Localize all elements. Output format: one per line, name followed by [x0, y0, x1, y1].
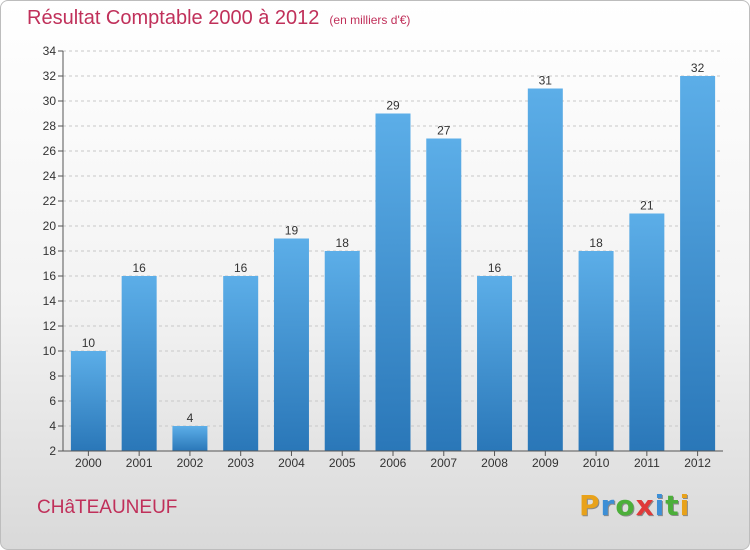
logo-letter: i: [679, 489, 691, 522]
y-tick-label: 24: [43, 169, 57, 183]
chart-title: Résultat Comptable 2000 à 2012 (en millie…: [27, 7, 410, 30]
x-tick-label: 2002: [177, 456, 204, 470]
axes: [58, 50, 723, 456]
logo-letter: x: [635, 489, 655, 522]
x-tick-label: 2009: [532, 456, 559, 470]
bar-value-label: 18: [589, 236, 603, 250]
x-tick-label: 2011: [634, 456, 660, 470]
y-tick-label: 22: [43, 194, 57, 208]
bar-value-label: 29: [386, 99, 400, 113]
y-tick-label: 4: [49, 419, 56, 433]
bar-value-label: 10: [82, 336, 96, 350]
y-tick-label: 8: [49, 369, 56, 383]
x-tick-label: 2012: [684, 456, 711, 470]
y-tick-label: 16: [43, 269, 57, 283]
bar-2002: [172, 426, 208, 451]
x-tick-label: 2003: [227, 456, 254, 470]
x-tick-label: 2010: [583, 456, 610, 470]
bars: [70, 76, 716, 451]
proxiti-logo: Proxiti: [579, 489, 690, 522]
y-tick-label: 2: [49, 444, 56, 458]
logo-letter: i: [654, 489, 666, 522]
y-tick-label: 34: [43, 44, 57, 58]
bar-2007: [426, 138, 462, 451]
bar-2006: [375, 113, 411, 451]
bar-2003: [223, 276, 259, 451]
y-tick-label: 30: [43, 94, 57, 108]
bar-2011: [629, 213, 665, 451]
x-tick-label: 2000: [75, 456, 102, 470]
location-name: CHâTEAUNEUF: [37, 497, 178, 518]
bar-2001: [121, 276, 157, 451]
bar-2008: [477, 276, 513, 451]
y-tick-label: 26: [43, 144, 57, 158]
x-tick-label: 2008: [481, 456, 508, 470]
bar-value-label: 16: [234, 261, 248, 275]
y-tick-label: 12: [43, 319, 57, 333]
chart-subtitle: (en milliers d'€): [329, 13, 411, 27]
logo-letter: t: [665, 489, 680, 522]
bar-value-label: 16: [132, 261, 146, 275]
bar-2005: [324, 251, 360, 451]
x-tick-label: 2001: [126, 456, 153, 470]
x-tick-label: 2005: [329, 456, 356, 470]
y-tick-label: 10: [43, 344, 57, 358]
bar-value-label: 31: [539, 74, 553, 88]
logo-letter: o: [615, 489, 636, 522]
bar-2012: [680, 76, 716, 451]
y-tick-label: 20: [43, 219, 57, 233]
y-tick-label: 6: [49, 394, 56, 408]
bar-value-label: 16: [488, 261, 502, 275]
bar-value-label: 18: [336, 236, 350, 250]
bar-value-label: 19: [285, 224, 299, 238]
bar-2004: [273, 238, 309, 451]
x-tick-label: 2007: [430, 456, 457, 470]
bar-2000: [70, 351, 106, 451]
y-tick-label: 28: [43, 119, 57, 133]
logo-letter: P: [579, 489, 601, 522]
logo-letter: r: [600, 489, 616, 522]
y-tick-label: 32: [43, 69, 57, 83]
labels: 2468101214161820222426283032341020001620…: [43, 44, 712, 470]
bar-value-label: 4: [187, 411, 194, 425]
bar-2010: [578, 251, 614, 451]
chart-title-text: Résultat Comptable 2000 à 2012: [27, 7, 320, 29]
bar-value-label: 27: [437, 124, 451, 138]
bar-value-label: 32: [691, 61, 705, 75]
bar-2009: [527, 88, 563, 451]
bar-value-label: 21: [640, 199, 654, 213]
y-tick-label: 18: [43, 244, 57, 258]
x-tick-label: 2006: [380, 456, 407, 470]
x-tick-label: 2004: [278, 456, 305, 470]
y-tick-label: 14: [43, 294, 57, 308]
